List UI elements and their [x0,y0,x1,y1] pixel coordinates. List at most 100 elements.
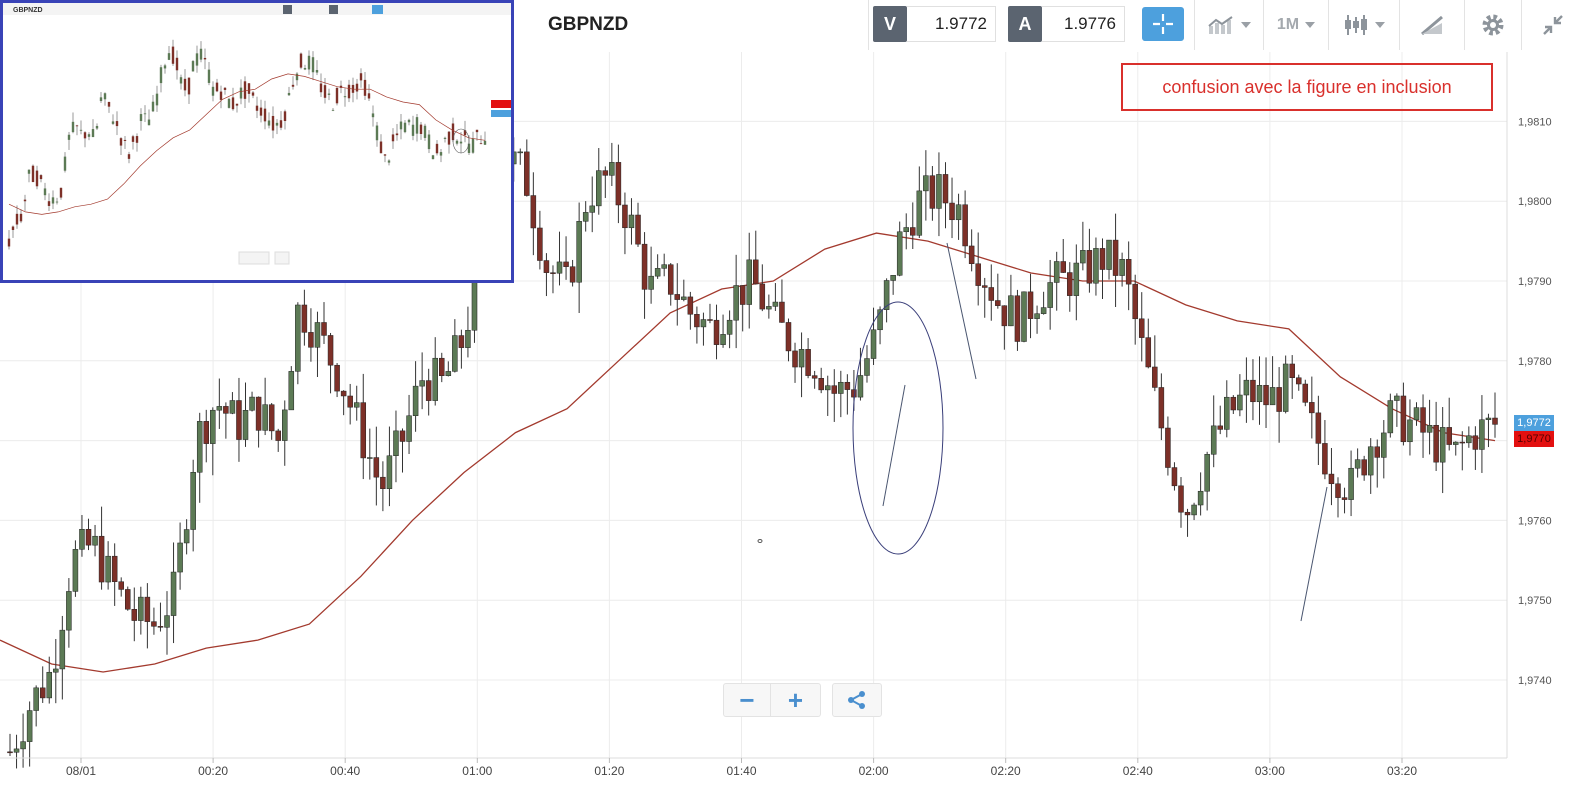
bull-candle [314,322,321,348]
crosshair-button[interactable] [1142,7,1184,41]
bull-candle [177,542,183,573]
inset-candle [71,121,75,133]
bull-candle [20,741,26,750]
bull-candle [654,268,661,277]
bull-candle [1348,467,1354,500]
inset-candle [39,175,43,180]
trend-line-drawing[interactable] [882,384,906,507]
bull-candle [838,381,844,394]
bull-candle [1479,419,1485,450]
draw-tool-button[interactable] [1399,0,1464,50]
inset-candle [107,101,111,107]
indicators-icon [1208,16,1233,34]
buy-price[interactable]: 1.9776 [1042,6,1125,42]
inset-candle [115,121,119,127]
bear-candle [563,261,569,267]
inset-candle [379,141,383,154]
bear-candle [1361,459,1367,476]
bear-candle [1138,318,1145,338]
inset-candle [135,136,139,143]
inset-candle [171,46,175,64]
inset-candle [67,134,71,140]
inset-candle [191,61,195,72]
sell-label[interactable]: V [873,6,907,42]
y-tick-label: 1,9740 [1518,675,1552,687]
instrument-symbol: GBPNZD [548,14,629,35]
bear-candle [530,195,537,229]
bear-candle [373,457,380,478]
collapse-button[interactable] [1521,0,1582,50]
bull-candle [445,371,452,376]
inset-candle [451,123,455,141]
zoom-in-button[interactable]: + [771,683,821,717]
indicators-button[interactable] [1194,0,1263,50]
chart-type-dropdown[interactable] [1328,0,1399,50]
bear-candle [674,294,681,300]
inset-candle [31,165,35,183]
inset-candle [463,130,467,136]
sell-price-badge: 1,9772 [1514,415,1554,431]
inset-candle [363,79,367,96]
bear-candle [818,378,824,391]
zoom-controls: − + [723,683,821,717]
buy-price-box[interactable]: A 1.9776 [1008,6,1125,42]
bear-candle [1067,272,1073,296]
inset-candle [247,83,251,94]
inset-candle [331,109,335,111]
sell-price[interactable]: 1.9772 [907,6,996,42]
bear-candle [785,322,792,352]
bear-candle [125,589,131,610]
bear-candle [1433,424,1439,463]
zoom-out-button[interactable]: − [723,683,771,717]
buy-label[interactable]: A [1008,6,1042,42]
inset-candle [435,143,439,154]
bear-candle [550,272,556,274]
bear-candle [1472,435,1479,450]
bear-candle [1230,396,1237,411]
inset-candle [55,201,59,203]
inset-candle [259,107,263,116]
bear-candle [1165,427,1171,468]
trend-line-drawing[interactable] [946,242,977,380]
buy-price-badge: 1,9770 [1514,431,1554,447]
chevron-down-icon [1241,22,1251,28]
settings-button[interactable] [1464,0,1521,50]
share-button[interactable] [832,683,882,717]
bear-candle [223,406,229,414]
bear-candle [1027,291,1034,319]
bull-candle [452,335,458,372]
inset-candle [167,53,171,60]
inset-candle [415,117,419,134]
inset-candle [15,213,19,225]
bear-candle [687,296,694,315]
bull-candle [1381,432,1387,458]
inset-candle [395,133,399,136]
timeframe-dropdown[interactable]: 1M [1263,0,1328,50]
bear-candle [458,335,465,348]
crosshair-icon [1153,14,1173,34]
bull-candle [242,410,249,440]
trend-line-drawing[interactable] [1300,486,1328,622]
inset-candle [127,154,131,159]
bull-candle [681,296,687,300]
inset-candle [227,98,231,108]
bull-candle [1119,259,1125,276]
dot-drawing [757,539,763,543]
bull-candle [824,385,831,391]
bear-candle [1112,239,1119,276]
inset-candle [83,132,87,139]
draw-icon [1421,15,1443,36]
bull-candle [1106,239,1112,270]
bull-candle [766,306,772,310]
bear-candle [962,204,968,247]
x-tick-label: 01:00 [462,764,492,778]
inset-candle [63,156,67,171]
inset-candle [79,129,83,131]
bear-candle [779,301,785,323]
bear-candle [543,260,550,273]
sell-price-box[interactable]: V 1.9772 [873,6,996,42]
circle-drawing[interactable] [852,301,944,555]
inset-candle [7,238,11,247]
bear-candle [622,204,628,229]
inset-candle [267,120,271,126]
